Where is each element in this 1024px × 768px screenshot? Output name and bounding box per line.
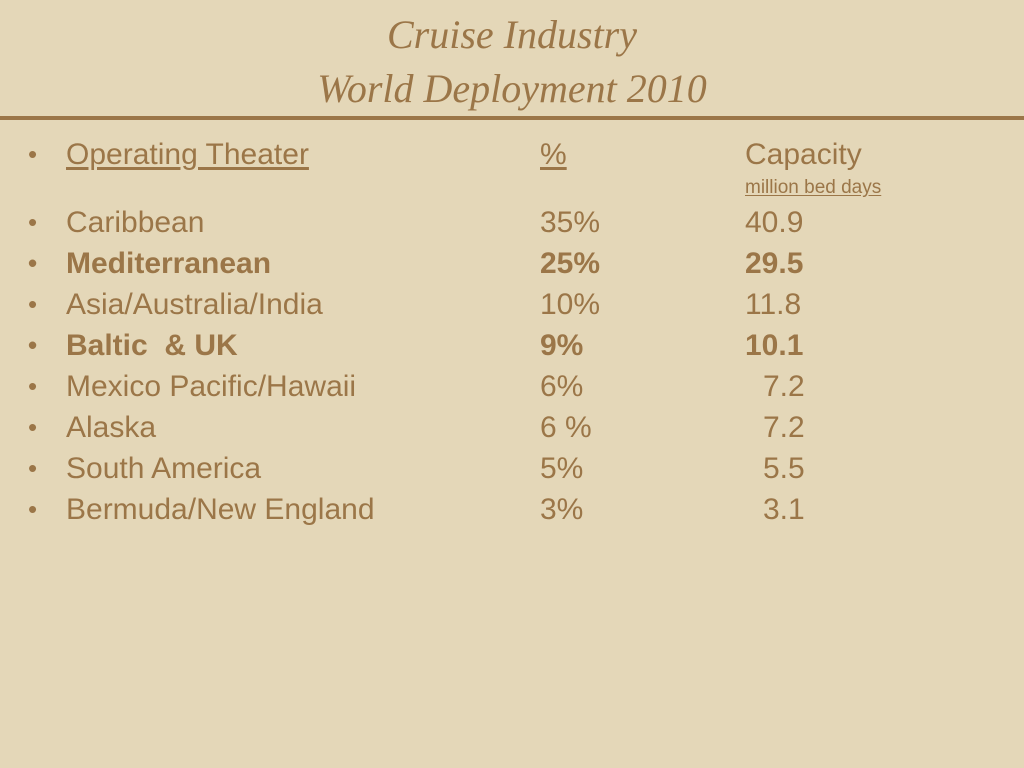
table-row: • Bermuda/New England 3% 3.1	[0, 489, 1024, 530]
table-row: • Mexico Pacific/Hawaii 6% 7.2	[0, 366, 1024, 407]
row-percent: 3%	[540, 493, 584, 526]
row-theater: South America	[66, 452, 262, 485]
row-capacity: 11.8	[745, 288, 802, 321]
row-capacity: 7.2	[763, 411, 805, 444]
header-capacity: Capacity	[745, 138, 862, 171]
header-capacity-unit: million bed days	[745, 177, 882, 198]
title-divider	[0, 116, 1024, 120]
row-theater: Bermuda/New England	[66, 493, 375, 526]
table-row: • South America 5% 5.5	[0, 448, 1024, 489]
bullet-icon: •	[28, 371, 38, 401]
row-percent: 5%	[540, 452, 584, 485]
row-theater: Asia/Australia/India	[66, 288, 323, 321]
row-theater: Alaska	[66, 411, 157, 444]
bullet-icon: •	[28, 289, 38, 319]
bullet-icon: •	[28, 494, 38, 524]
bullet-icon: •	[28, 453, 38, 483]
bullet-icon: •	[28, 139, 38, 169]
slide-title-line-1: Cruise Industry	[387, 12, 637, 57]
row-theater: Baltic & UK	[66, 329, 238, 362]
table-row: • Baltic & UK 9% 10.1	[0, 325, 1024, 366]
table-header-row: • Operating Theater % Capacity million b…	[0, 134, 1024, 198]
row-theater: Mexico Pacific/Hawaii	[66, 370, 357, 403]
row-capacity: 29.5	[745, 247, 804, 280]
table-row: • Caribbean 35% 40.9	[0, 202, 1024, 243]
row-percent: 6 %	[540, 411, 592, 444]
header-percent: %	[540, 138, 567, 171]
row-capacity: 40.9	[745, 206, 804, 239]
row-capacity: 5.5	[763, 452, 805, 485]
row-percent: 35%	[540, 206, 601, 239]
table-row: • Mediterranean 25% 29.5	[0, 243, 1024, 284]
row-capacity: 7.2	[763, 370, 805, 403]
table-row: • Asia/Australia/India 10% 11.8	[0, 284, 1024, 325]
bullet-icon: •	[28, 330, 38, 360]
row-theater: Mediterranean	[66, 247, 272, 280]
row-theater: Caribbean	[66, 206, 205, 239]
header-operating-theater: Operating Theater	[66, 138, 309, 171]
row-capacity: 10.1	[745, 329, 804, 362]
row-percent: 9%	[540, 329, 584, 362]
bullet-icon: •	[28, 207, 38, 237]
table-row: • Alaska 6 % 7.2	[0, 407, 1024, 448]
row-percent: 25%	[540, 247, 601, 280]
row-percent: 6%	[540, 370, 584, 403]
bullet-icon: •	[28, 248, 38, 278]
slide-title-line-2: World Deployment 2010	[317, 66, 707, 111]
row-percent: 10%	[540, 288, 601, 321]
slide-title: Cruise Industry World Deployment 2010	[0, 8, 1024, 116]
bullet-icon: •	[28, 412, 38, 442]
row-capacity: 3.1	[763, 493, 805, 526]
